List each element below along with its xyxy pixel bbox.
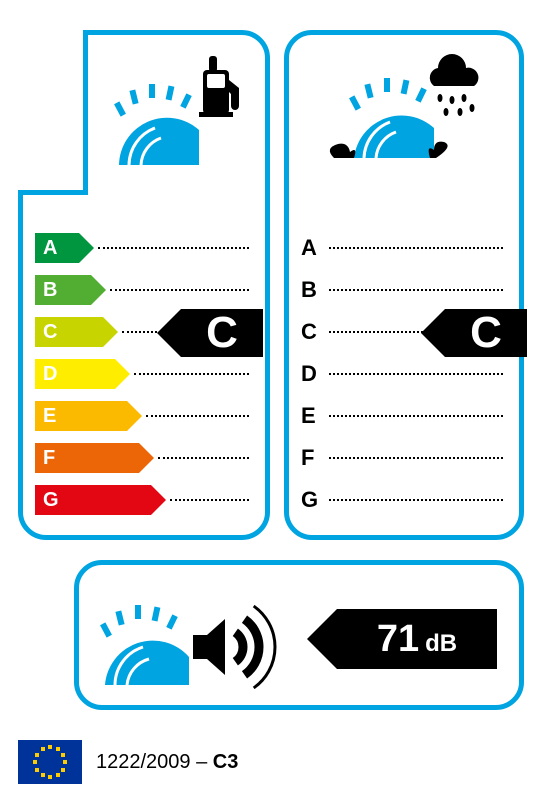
grade-dots [329,499,503,501]
wet-icon-area [289,35,519,185]
grade-dots [329,457,503,459]
tire-rain-icon [314,50,494,170]
label-footer: 1222/2009 – C3 [18,740,238,784]
fuel-grade-row-g: G [35,479,253,521]
fuel-grade-bar: F [35,443,139,473]
fuel-grade-bar: C [35,317,103,347]
fuel-grade-bar: D [35,359,115,389]
grade-dots [134,373,249,375]
regulation-number: 1222/2009 [96,751,191,773]
tire-fuel-icon [99,50,249,170]
wet-grade-letter: F [301,445,325,471]
eu-star [56,747,60,751]
fuel-rating-value: C [206,308,238,358]
grade-dots [329,373,503,375]
grade-dots [110,289,249,291]
fuel-grade-row-d: D [35,353,253,395]
fuel-grade-bar: A [35,233,79,263]
eu-star [63,760,67,764]
wet-grade-letter: D [301,361,325,387]
wet-grade-letter: E [301,403,325,429]
fuel-icon-area [83,35,265,185]
wet-grade-row-e: E [301,395,507,437]
fuel-grade-row-e: E [35,395,253,437]
eu-star [56,773,60,777]
tire-noise-icon [97,585,307,695]
wet-grade-row-g: G [301,479,507,521]
eu-star [41,747,45,751]
wet-grade-letter: A [301,235,325,261]
grade-dots [329,415,503,417]
wet-grade-letter: G [301,487,325,513]
wet-grade-row-a: A [301,227,507,269]
wet-grade-row-f: F [301,437,507,479]
wet-grade-letter: C [301,319,325,345]
noise-unit: dB [425,630,457,658]
fuel-grade-rows: ABCDEFG [35,227,253,521]
eu-star [61,753,65,757]
noise-icon-area [97,585,307,700]
fuel-rating-arrow: C [181,309,263,357]
wet-grip-panel: ABCDEFG C [284,30,524,540]
eu-star [33,760,37,764]
fuel-grade-bar: B [35,275,91,305]
footer-separator: – [191,751,213,773]
sound-wave-arc [235,632,243,661]
fuel-grade-row-a: A [35,227,253,269]
eu-flag-icon [18,740,82,784]
eu-star [61,768,65,772]
eu-star [48,775,52,779]
footer-text: 1222/2009 – C3 [96,751,238,774]
grade-dots [146,415,249,417]
tyre-class-code: C3 [213,751,239,773]
wet-rating-arrow: C [445,309,527,357]
fuel-panel-notch [18,30,88,195]
wet-grade-rows: ABCDEFG [301,227,507,521]
noise-panel: 71 dB [74,560,524,710]
grade-dots [329,289,503,291]
wet-rating-value: C [470,308,502,358]
eu-star [41,773,45,777]
eu-star [35,768,39,772]
fuel-grade-bar: G [35,485,151,515]
wet-grade-row-d: D [301,353,507,395]
wet-grade-letter: B [301,277,325,303]
noise-value: 71 [377,618,419,661]
grade-dots [158,457,249,459]
grade-dots [170,499,249,501]
eu-star [35,753,39,757]
wet-grade-row-b: B [301,269,507,311]
fuel-grade-row-f: F [35,437,253,479]
noise-rating-arrow: 71 dB [337,609,497,669]
grade-dots [329,247,503,249]
grade-dots [98,247,249,249]
fuel-grade-bar: E [35,401,127,431]
eu-star [48,745,52,749]
fuel-grade-row-b: B [35,269,253,311]
